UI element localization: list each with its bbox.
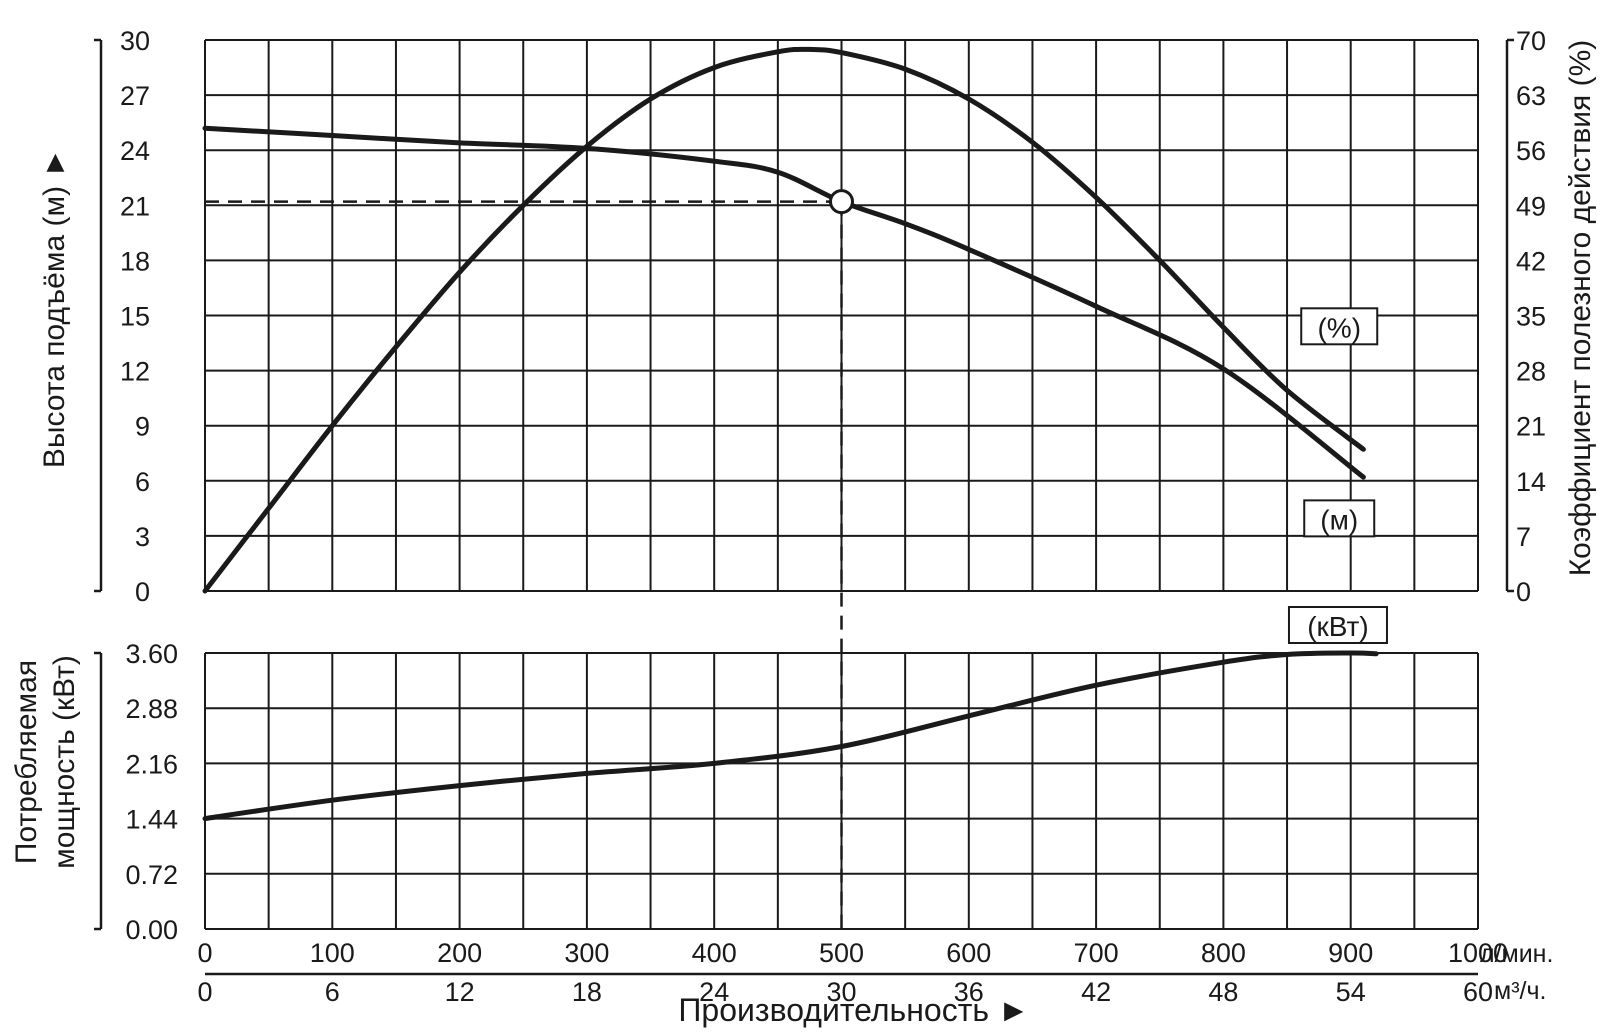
head-tick-label: 18 — [120, 246, 150, 276]
power-tick-label: 3.60 — [125, 639, 178, 669]
efficiency-axis-title: Коэффициент полезного действия (%) — [1564, 40, 1597, 577]
operating-point-marker — [829, 189, 854, 215]
flow-lpm-tick-label: 500 — [819, 938, 864, 968]
flow-m3h-tick-label: 60 — [1463, 977, 1493, 1007]
efficiency-tick-label: 70 — [1516, 26, 1546, 56]
efficiency-tick-label: 14 — [1516, 467, 1546, 497]
flow-lpm-tick-label: 100 — [310, 938, 355, 968]
head-axis-title: Высота подъёма (м) ► — [38, 148, 71, 468]
efficiency-tick-label: 35 — [1516, 302, 1546, 332]
flow-lpm-tick-label: 300 — [564, 938, 609, 968]
head-tick-label: 24 — [120, 136, 150, 166]
flow-m3h-tick-label: 18 — [572, 977, 602, 1007]
flow-m3h-tick-label: 48 — [1208, 977, 1238, 1007]
efficiency-tick-label: 7 — [1516, 522, 1531, 552]
flow-m3h-tick-label: 30 — [826, 977, 856, 1007]
head-tick-label: 27 — [120, 81, 150, 111]
flow-lpm-tick-label: 1000 — [1448, 938, 1508, 968]
flow-lpm-tick-label: 700 — [1074, 938, 1119, 968]
head-tick-label: 0 — [135, 577, 150, 607]
power-tick-label: 0.00 — [125, 915, 178, 945]
flow-m3h-tick-label: 6 — [325, 977, 340, 1007]
flow-unit-m3h: м³/ч. — [1494, 977, 1546, 1005]
efficiency-tick-label: 63 — [1516, 81, 1546, 111]
head-tick-label: 12 — [120, 357, 150, 387]
flow-m3h-tick-label: 54 — [1336, 977, 1366, 1007]
flow-m3h-tick-label: 24 — [699, 977, 729, 1007]
efficiency-tick-label: 56 — [1516, 136, 1546, 166]
flow-unit-lpm: л/мин. — [1480, 940, 1553, 968]
head-axis: 0 3 6 9 12 15 18 21 24 27 30 — [94, 26, 150, 607]
power-axis-title-line1: Потребляемая — [10, 660, 43, 864]
head-tick-label: 3 — [135, 522, 150, 552]
efficiency-tick-label: 21 — [1516, 412, 1546, 442]
flow-lpm-tick-label: 0 — [197, 938, 212, 968]
flow-m3h-tick-label: 42 — [1081, 977, 1111, 1007]
efficiency-series-label: (%) — [1300, 307, 1379, 346]
flow-lpm-tick-label: 600 — [946, 938, 991, 968]
efficiency-tick-label: 42 — [1516, 246, 1546, 276]
efficiency-tick-label: 49 — [1516, 191, 1546, 221]
flow-lpm-tick-label: 800 — [1201, 938, 1246, 968]
power-curve — [202, 650, 1379, 822]
efficiency-tick-label: 28 — [1516, 357, 1546, 387]
power-axis: 0.00 0.72 1.44 2.16 2.88 3.60 — [94, 639, 178, 945]
flow-m3h-tick-label: 0 — [197, 977, 212, 1007]
power-series-label: (кВт) — [1287, 606, 1388, 644]
operating-point-guides — [205, 189, 854, 929]
head-series-label: (м) — [1303, 499, 1376, 538]
power-axis-title-line2: мощность (кВт) — [48, 655, 81, 869]
curves — [202, 46, 1379, 822]
flow-axis-title: Производительность ► — [678, 992, 1029, 1028]
power-tick-label: 1.44 — [125, 805, 178, 835]
efficiency-series-label-text: (%) — [1317, 312, 1361, 343]
series-labels: (%) (м) (кВт) — [1287, 307, 1388, 644]
flow-m3h-tick-label: 12 — [445, 977, 475, 1007]
head-tick-label: 6 — [135, 467, 150, 497]
head-tick-label: 15 — [120, 302, 150, 332]
efficiency-series-label-box — [1300, 307, 1379, 346]
efficiency-tick-label: 0 — [1516, 577, 1531, 607]
power-tick-label: 2.16 — [125, 749, 178, 779]
efficiency-axis: 0 7 14 21 28 35 42 49 56 63 70 — [1505, 26, 1546, 607]
head-series-label-text: (м) — [1320, 504, 1358, 535]
power-series-label-text: (кВт) — [1307, 611, 1368, 642]
flow-m3h-tick-label: 36 — [954, 977, 984, 1007]
power-tick-label: 2.88 — [125, 694, 178, 724]
head-tick-label: 30 — [120, 26, 150, 56]
efficiency-curve — [202, 46, 1366, 594]
head-series-label-box — [1303, 499, 1376, 538]
power-series-label-box — [1287, 606, 1388, 644]
flow-lpm-tick-label: 200 — [437, 938, 482, 968]
head-curve — [202, 125, 1366, 480]
power-tick-label: 0.72 — [125, 860, 178, 890]
head-tick-label: 21 — [120, 191, 150, 221]
head-tick-label: 9 — [135, 412, 150, 442]
flow-lpm-tick-label: 400 — [692, 938, 737, 968]
flow-lpm-tick-label: 900 — [1328, 938, 1373, 968]
flow-axes: 0 100 200 300 400 500 600 700 800 900 1000 0 6 12 18 24… — [197, 938, 1508, 1007]
